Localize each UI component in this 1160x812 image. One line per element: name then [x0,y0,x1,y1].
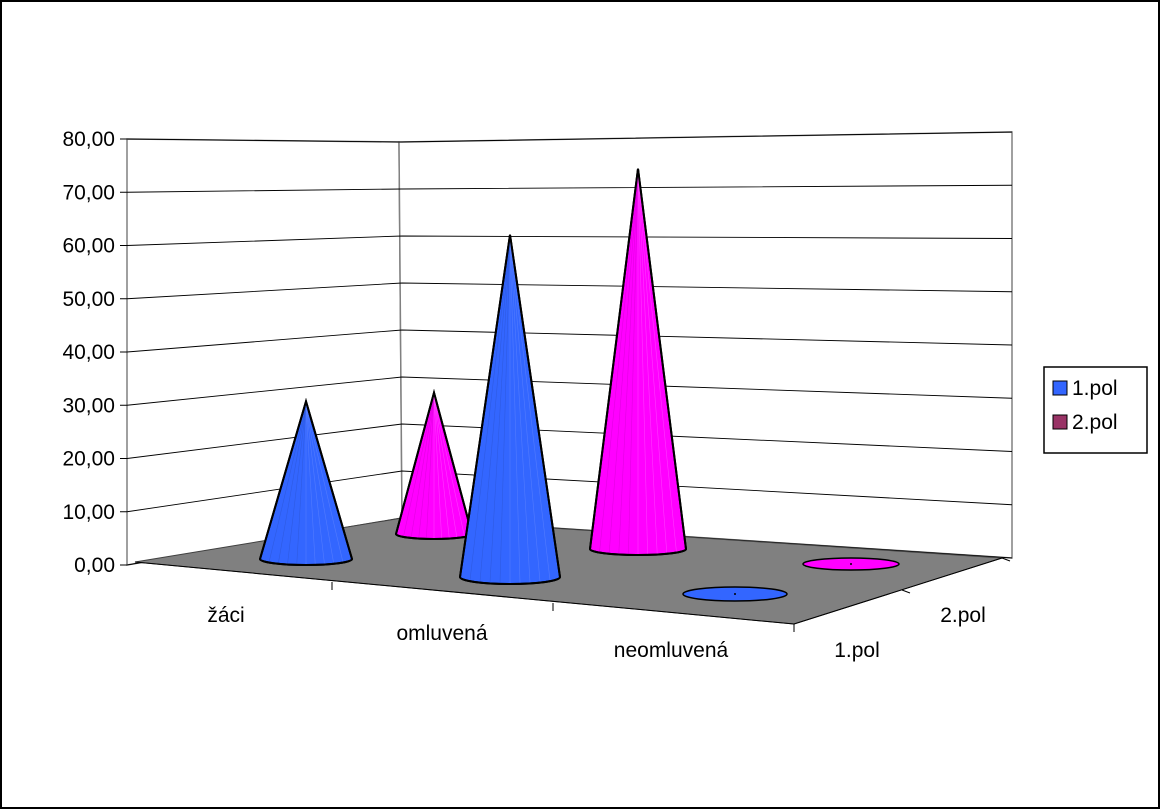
cone-shade-line [509,238,521,583]
cone-shade-line [305,405,344,562]
cone-shade-line [637,172,658,554]
depth-axis-line [793,557,1003,625]
legend-label: 1.pol [1072,377,1118,400]
cone-shade-line [637,172,677,552]
x-category-label: omluvená [396,622,487,645]
cone-shade-line [305,405,325,564]
axis-tick-mark [1001,557,1011,562]
cone-outline [588,168,688,556]
depth-axis-labels: 1.pol 2.pol [834,604,986,662]
gridline [126,376,1013,406]
gridline [126,282,1013,300]
y-tick-label: 10,00 [62,501,115,524]
left-wall [126,138,403,566]
y-tick-label: 0,00 [74,554,115,577]
y-axis-tick-labels: 0,00 10,00 20,00 30,00 40,00 50,00 60,00 70,00 8… [62,128,115,577]
cone-1pol-1 [458,234,562,585]
cone-shade-line [278,405,307,563]
cone-shade-line [479,238,511,582]
cone-shade-line [287,405,307,564]
gridline [126,329,1013,353]
cone-shade-line [410,396,435,538]
cone-shade-line [418,396,435,538]
y-tick-label: 40,00 [62,341,115,364]
depth-label: 2.pol [940,604,986,627]
cone-shade-line [403,396,435,537]
cone-outline [458,234,562,585]
cone-shade-line [433,396,450,538]
gridline [126,470,1013,513]
y-tick-label: 70,00 [62,181,115,204]
cone-shade-line [489,238,511,583]
cone-shade-line [433,396,465,537]
cone-apex-dot [734,593,736,595]
cone-1pol-2 [682,586,788,602]
axis-tick-mark [901,589,911,594]
cone-shade-line [637,172,668,553]
y-tick-label: 80,00 [62,128,115,151]
cone-marks [258,168,900,602]
cone-shade-line [599,172,639,552]
cone-shade-line [469,238,511,581]
gridline [126,184,1013,193]
cone-2pol-2 [802,557,900,571]
cone-2pol-1 [588,168,688,556]
cone-shade-line [509,238,551,581]
legend-swatch [1052,380,1068,396]
cone-1pol-0 [258,397,354,566]
y-tick-label: 60,00 [62,235,115,258]
gridline [126,235,1013,246]
y-tick-label: 50,00 [62,288,115,311]
cone-shade-line [305,405,316,564]
x-axis-line [134,561,795,625]
cone-shade-line [608,172,639,553]
cone-shade-line [499,238,511,583]
cone-shade-line [305,405,334,563]
cone-shade-line [637,172,648,554]
legend: 1.pol 2.pol [1043,366,1148,454]
depth-label: 1.pol [834,639,880,662]
x-category-label: neomluvená [614,639,729,662]
cone-shade-line [509,238,531,583]
cone-shade-line [296,405,307,564]
x-axis-category-labels: žáci omluvená neomluvená [207,604,728,662]
cone-shade-line [433,396,458,538]
y-tick-label: 30,00 [62,394,115,417]
legend-label: 2.pol [1072,411,1118,434]
cone-shade-line [433,396,442,538]
chart-walls [126,131,1013,566]
y-tick-label: 20,00 [62,448,115,471]
gridline [126,131,1013,143]
gridline [126,423,1013,459]
cone-shade-line [618,172,639,554]
cone-shade-line [628,172,639,554]
x-category-label: žáci [207,604,244,627]
cone-shade-line [268,405,307,562]
cone-outline [258,397,354,566]
cone-apex-dot [850,563,852,565]
cone-shade-line [509,238,541,582]
cone-shade-line [426,396,435,538]
legend-swatch [1052,414,1068,430]
